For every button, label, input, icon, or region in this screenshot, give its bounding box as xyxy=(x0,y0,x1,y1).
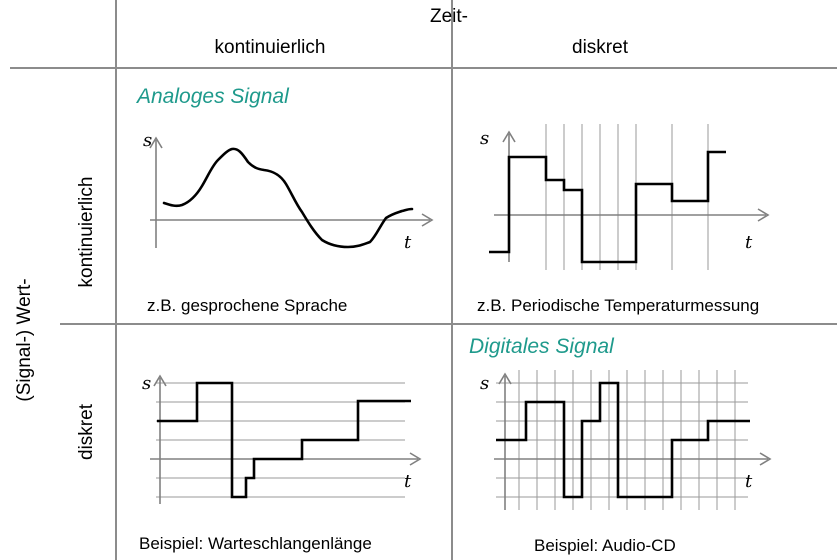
time-discrete-y-arrow xyxy=(502,130,516,143)
time-discrete-grid xyxy=(545,124,709,270)
analog-y-arrow xyxy=(149,136,163,149)
digital-s-label: s xyxy=(480,373,489,394)
digital-t-label: t xyxy=(745,471,753,492)
header-col-diskret: diskret xyxy=(572,37,629,58)
time-discrete-x-arrow xyxy=(757,208,770,222)
time-discrete-s-label: s xyxy=(480,128,489,149)
analog-title: Analoges Signal xyxy=(135,85,290,108)
digital-title: Digitales Signal xyxy=(469,335,615,358)
analog-signal-curve xyxy=(162,147,414,249)
digital-grid xyxy=(496,370,748,510)
cell-value-discrete: s t Beispiel: Warteschlangenlänge xyxy=(139,373,422,553)
analog-t-label: t xyxy=(404,232,412,253)
header-zeit: Zeit- xyxy=(430,6,468,27)
header-col-kontinuierlich: kontinuierlich xyxy=(215,37,326,58)
digital-signal xyxy=(496,381,750,499)
row-label-diskret: diskret xyxy=(76,403,97,460)
value-discrete-s-label: s xyxy=(142,373,151,394)
time-discrete-caption: z.B. Periodische Temperaturmessung xyxy=(477,296,759,315)
analog-s-label: s xyxy=(143,130,152,151)
cell-digital: Digitales Signal s t xyxy=(469,335,772,555)
digital-caption: Beispiel: Audio-CD xyxy=(534,536,676,555)
analog-x-arrow xyxy=(421,213,434,227)
time-discrete-signal xyxy=(489,150,726,264)
digital-x-arrow xyxy=(759,452,772,466)
analog-caption: z.B. gesprochene Sprache xyxy=(147,296,347,315)
value-discrete-y-arrow xyxy=(153,374,167,387)
side-label-wert: (Signal-) Wert- xyxy=(14,278,35,401)
digital-y-arrow xyxy=(498,372,512,385)
value-discrete-caption: Beispiel: Warteschlangenlänge xyxy=(139,534,372,553)
value-discrete-x-arrow xyxy=(409,452,422,466)
value-discrete-t-label: t xyxy=(404,471,412,492)
cell-analog: Analoges Signal s t z.B. gesprochene Spr… xyxy=(135,85,434,315)
cell-time-discrete: s t z.B. Periodische Temperaturmessung xyxy=(477,124,770,315)
time-discrete-t-label: t xyxy=(745,232,753,253)
row-label-kontinuierlich: kontinuierlich xyxy=(76,177,97,288)
value-discrete-signal xyxy=(157,381,411,499)
